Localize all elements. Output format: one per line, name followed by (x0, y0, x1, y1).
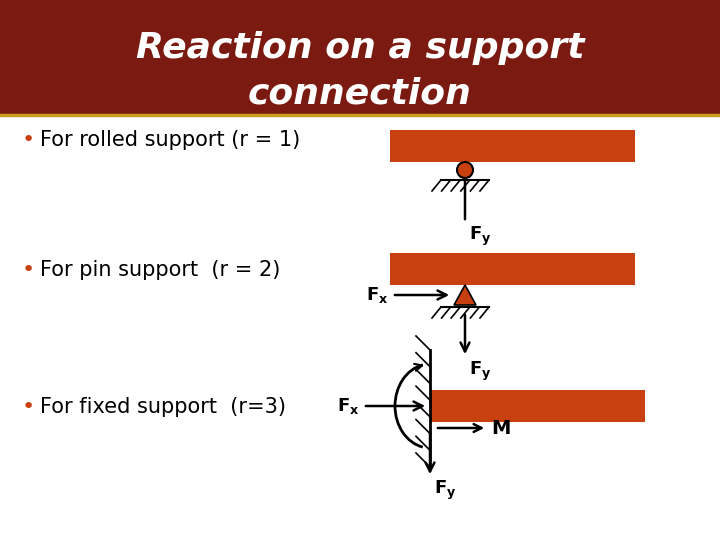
Text: For rolled support (r = 1): For rolled support (r = 1) (40, 130, 300, 150)
Text: connection: connection (248, 76, 472, 110)
Bar (0, 0, 720, 115)
Text: For pin support  (r = 2): For pin support (r = 2) (40, 260, 280, 280)
Polygon shape (454, 285, 476, 305)
Bar (390, 130, 635, 162)
Circle shape (457, 162, 473, 178)
Text: •: • (22, 130, 35, 150)
Text: $\mathbf{F_y}$: $\mathbf{F_y}$ (469, 225, 492, 248)
Bar (390, 253, 635, 285)
Text: $\mathbf{F_x}$: $\mathbf{F_x}$ (366, 285, 388, 305)
Text: $\mathbf{F_x}$: $\mathbf{F_x}$ (336, 396, 359, 416)
Text: For fixed support  (r=3): For fixed support (r=3) (40, 397, 286, 417)
Text: $\mathbf{M}$: $\mathbf{M}$ (491, 418, 510, 437)
Bar (430, 390, 645, 422)
Text: $\mathbf{F_y}$: $\mathbf{F_y}$ (434, 479, 456, 502)
Text: $\mathbf{F_y}$: $\mathbf{F_y}$ (469, 360, 492, 383)
Text: •: • (22, 397, 35, 417)
Text: •: • (22, 260, 35, 280)
Text: Reaction on a support: Reaction on a support (136, 31, 584, 65)
